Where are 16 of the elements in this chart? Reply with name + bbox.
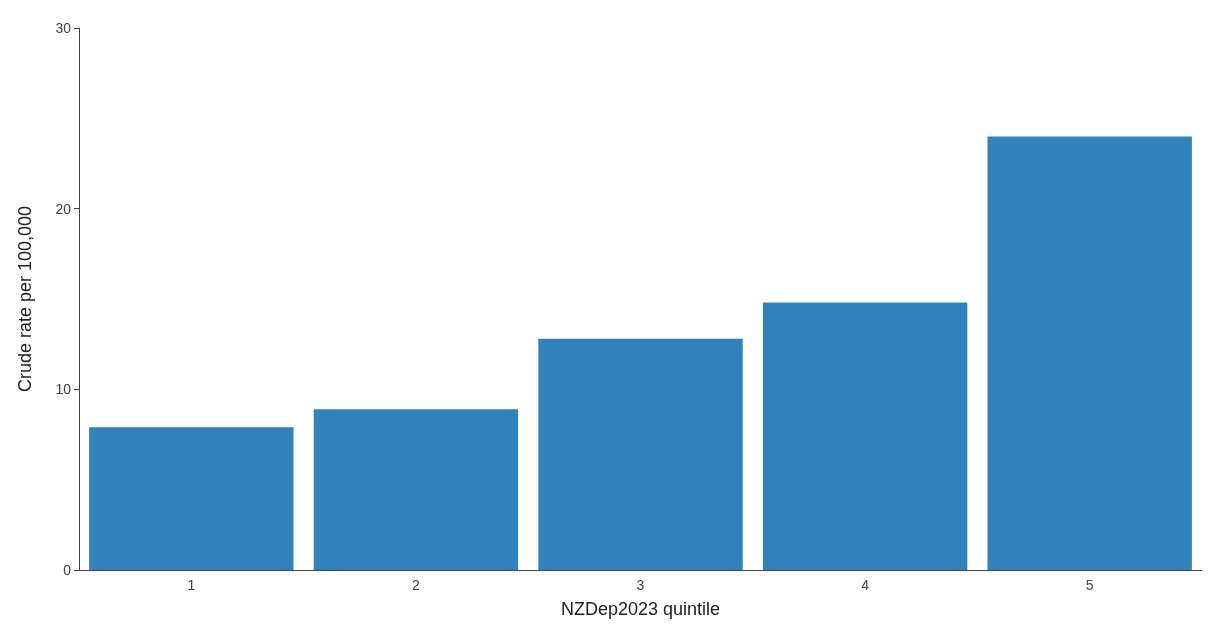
- x-tick-label: 2: [412, 577, 420, 593]
- y-tick-label: 20: [55, 200, 72, 217]
- y-axis-title: Crude rate per 100,000: [15, 205, 35, 393]
- x-tick-label: 1: [187, 577, 196, 593]
- bar: [89, 427, 294, 570]
- x-tick-label: 5: [1085, 577, 1094, 593]
- bar: [762, 302, 968, 570]
- bar: [987, 136, 1192, 570]
- y-tick-label: 10: [55, 381, 72, 398]
- y-tick-label: 30: [55, 20, 72, 36]
- bar: [313, 409, 519, 570]
- x-tick-label: 4: [861, 577, 870, 593]
- x-axis-title: NZDep2023 quintile: [560, 599, 721, 619]
- bar: [538, 338, 743, 570]
- x-tick-label: 3: [636, 577, 645, 593]
- y-tick-label: 0: [63, 562, 72, 578]
